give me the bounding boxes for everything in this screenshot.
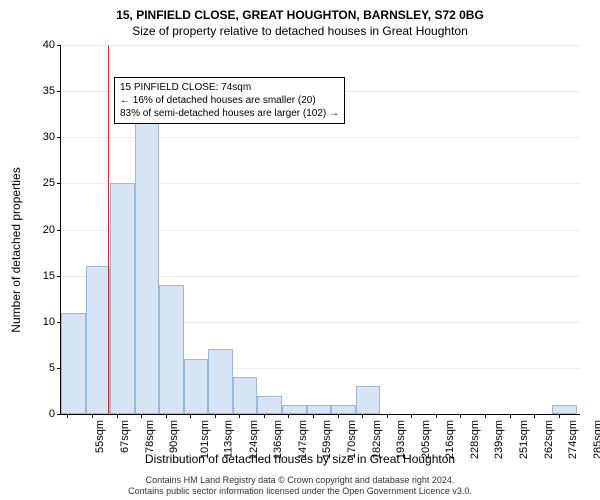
- x-tick-mark: [92, 414, 93, 418]
- histogram-bar: [257, 396, 282, 414]
- y-tick-mark: [57, 91, 61, 92]
- annotation-box: 15 PINFIELD CLOSE: 74sqm← 16% of detache…: [114, 77, 345, 124]
- y-tick-label: 10: [43, 316, 55, 328]
- x-tick-mark: [166, 414, 167, 418]
- x-tick-mark: [411, 414, 412, 418]
- y-tick-label: 5: [49, 362, 55, 374]
- y-axis-label: Number of detached properties: [9, 167, 23, 332]
- histogram-bar: [233, 377, 258, 414]
- y-tick-mark: [57, 276, 61, 277]
- x-tick-label: 90sqm: [168, 420, 180, 453]
- histogram-bar: [307, 405, 332, 414]
- x-tick-mark: [288, 414, 289, 418]
- y-tick-mark: [57, 137, 61, 138]
- x-tick-label: 78sqm: [144, 420, 156, 453]
- histogram-bar: [282, 405, 307, 414]
- x-tick-mark: [338, 414, 339, 418]
- histogram-bar: [208, 349, 233, 414]
- y-tick-mark: [57, 45, 61, 46]
- chart-area: 051015202530354055sqm67sqm78sqm90sqm101s…: [60, 45, 580, 415]
- x-tick-label: 55sqm: [94, 420, 106, 453]
- attribution-line-1: Contains HM Land Registry data © Crown c…: [0, 475, 600, 487]
- y-tick-mark: [57, 183, 61, 184]
- x-tick-mark: [215, 414, 216, 418]
- histogram-bar: [135, 119, 160, 414]
- y-tick-label: 25: [43, 177, 55, 189]
- x-tick-mark: [264, 414, 265, 418]
- y-tick-mark: [57, 230, 61, 231]
- histogram-bar: [331, 405, 356, 414]
- x-tick-mark: [362, 414, 363, 418]
- x-tick-mark: [67, 414, 68, 418]
- annotation-line-3: 83% of semi-detached houses are larger (…: [120, 107, 339, 120]
- y-tick-mark: [57, 414, 61, 415]
- x-tick-mark: [559, 414, 560, 418]
- attribution: Contains HM Land Registry data © Crown c…: [0, 475, 600, 498]
- histogram-bar: [356, 386, 381, 414]
- y-tick-label: 40: [43, 39, 55, 51]
- histogram-bar: [552, 405, 577, 414]
- histogram-bar: [110, 183, 135, 414]
- plot-area: 051015202530354055sqm67sqm78sqm90sqm101s…: [60, 45, 580, 415]
- histogram-bar: [61, 313, 86, 414]
- x-tick-label: 67sqm: [119, 420, 131, 453]
- x-tick-mark: [190, 414, 191, 418]
- gridline: [61, 45, 580, 46]
- x-tick-mark: [387, 414, 388, 418]
- x-tick-mark: [117, 414, 118, 418]
- x-axis-label: Distribution of detached houses by size …: [0, 452, 600, 466]
- y-tick-label: 20: [43, 224, 55, 236]
- x-tick-mark: [460, 414, 461, 418]
- annotation-line-2: ← 16% of detached houses are smaller (20…: [120, 94, 339, 107]
- reference-line: [108, 45, 109, 414]
- histogram-bar: [159, 285, 184, 414]
- x-tick-mark: [436, 414, 437, 418]
- x-tick-mark: [141, 414, 142, 418]
- x-tick-mark: [485, 414, 486, 418]
- x-tick-mark: [239, 414, 240, 418]
- y-tick-label: 15: [43, 270, 55, 282]
- y-tick-label: 30: [43, 131, 55, 143]
- chart-title: 15, PINFIELD CLOSE, GREAT HOUGHTON, BARN…: [0, 0, 600, 22]
- histogram-bar: [184, 359, 209, 414]
- y-tick-label: 0: [49, 408, 55, 420]
- y-tick-label: 35: [43, 85, 55, 97]
- x-tick-mark: [510, 414, 511, 418]
- chart-container: 15, PINFIELD CLOSE, GREAT HOUGHTON, BARN…: [0, 0, 600, 500]
- annotation-line-1: 15 PINFIELD CLOSE: 74sqm: [120, 81, 339, 94]
- x-tick-mark: [534, 414, 535, 418]
- histogram-bar: [86, 266, 111, 414]
- chart-subtitle: Size of property relative to detached ho…: [0, 22, 600, 38]
- x-tick-mark: [313, 414, 314, 418]
- attribution-line-2: Contains public sector information licen…: [0, 486, 600, 498]
